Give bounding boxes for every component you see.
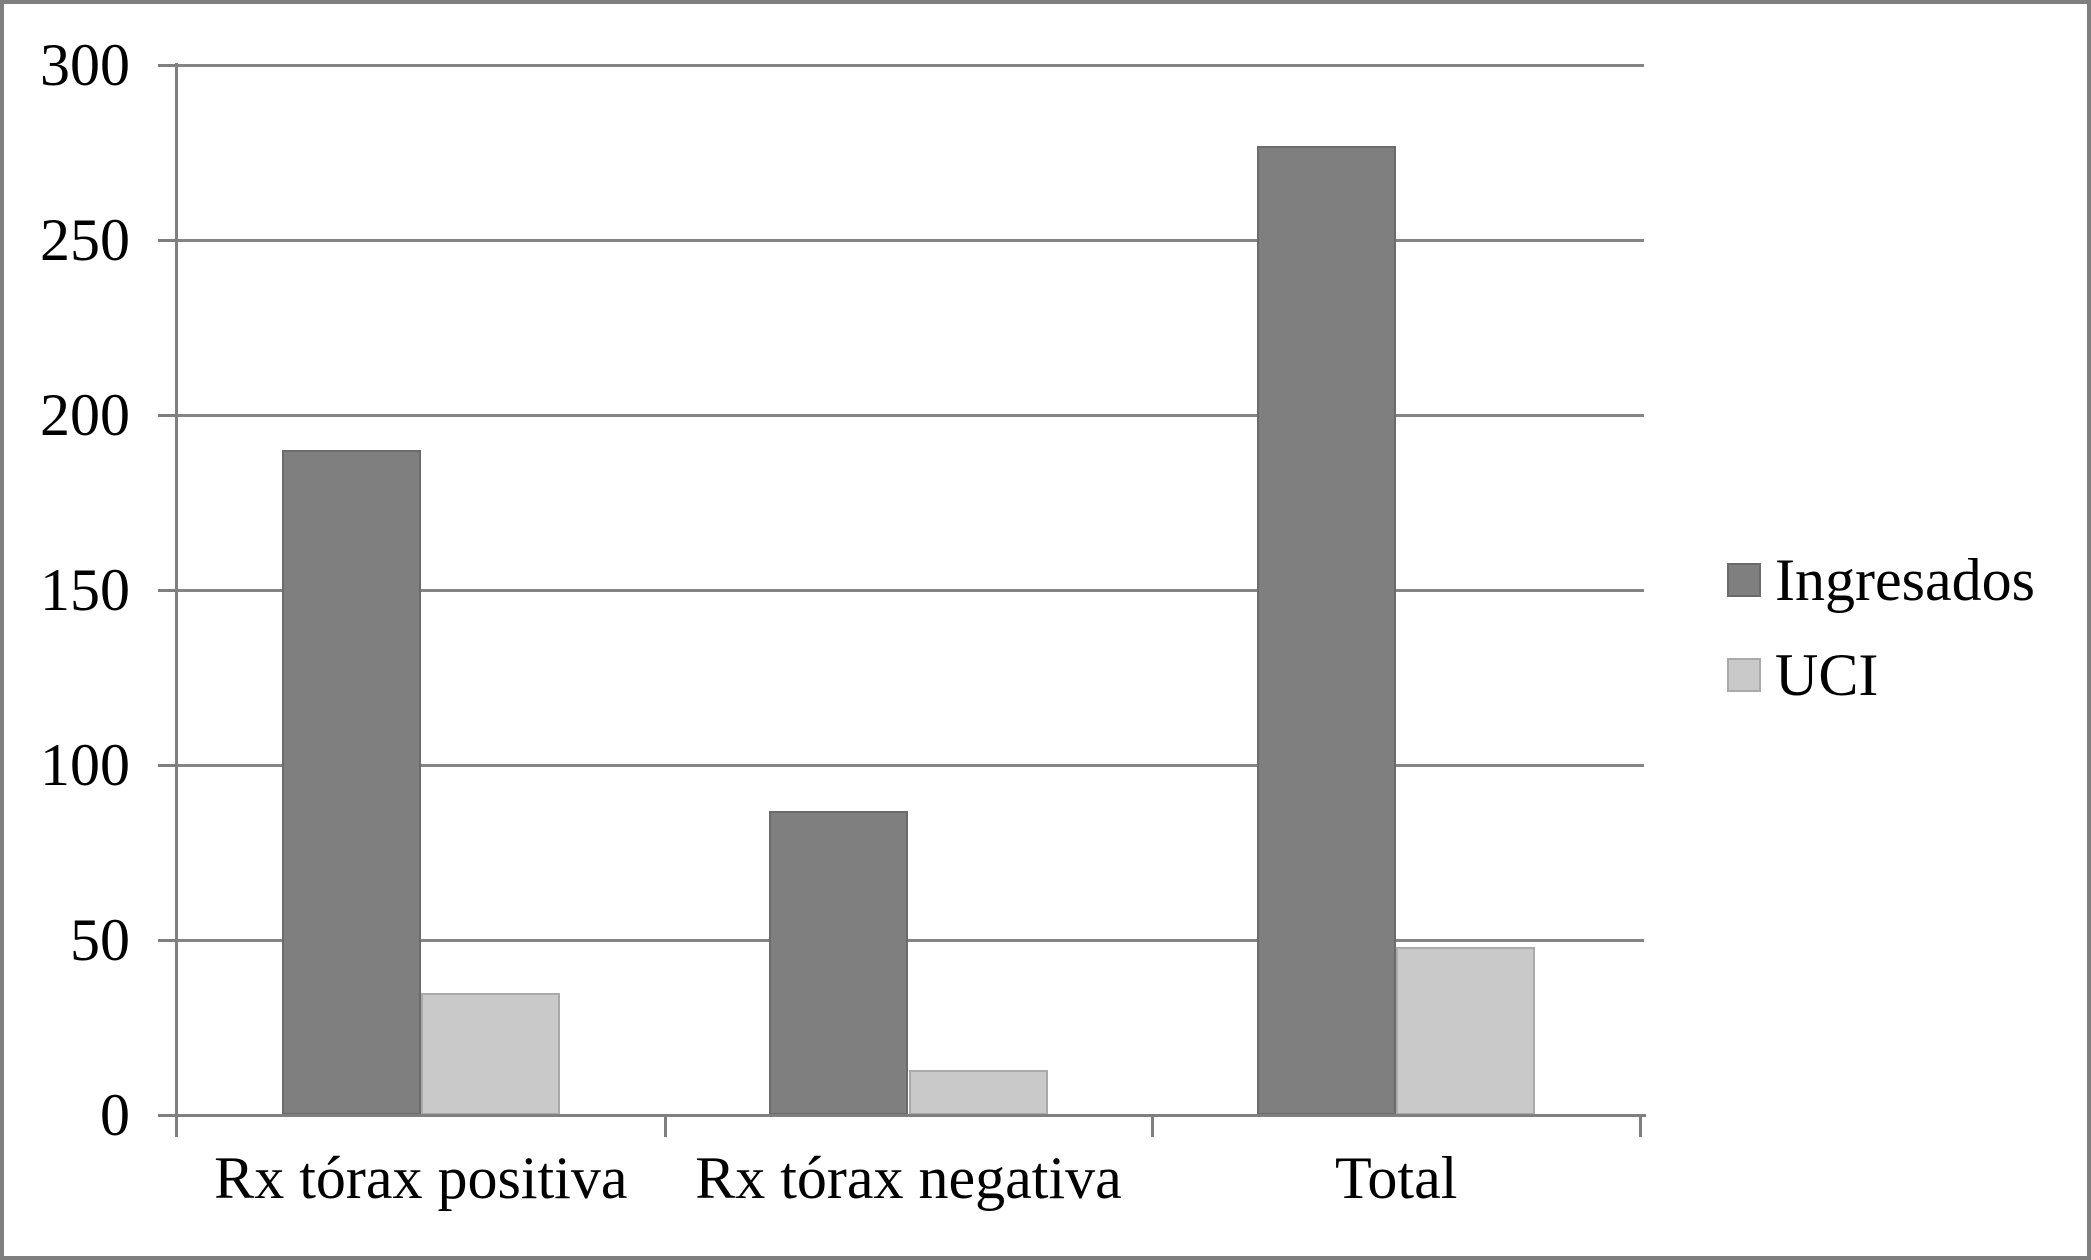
x-tick-2 (1151, 1115, 1155, 1137)
x-tick-label: Total (1334, 1145, 1458, 1211)
y-tick-label: 100 (40, 732, 130, 798)
x-tick-label: Rx tórax negativa (695, 1145, 1122, 1211)
legend-swatch-uci (1727, 658, 1761, 692)
y-tick-100 (158, 764, 177, 767)
bar-uci-0 (420, 992, 561, 1115)
y-tick-label: 50 (70, 907, 130, 973)
bar-uci-2 (1396, 947, 1536, 1115)
legend-swatch-ingresados (1727, 563, 1761, 597)
y-tick-200 (158, 414, 177, 417)
x-tick-3 (1639, 1115, 1642, 1137)
y-tick-0 (158, 1114, 177, 1117)
legend-item-uci: UCI (1727, 640, 1878, 710)
gridline-150 (177, 589, 1644, 592)
y-tick-label: 150 (40, 557, 130, 623)
y-axis-line (175, 63, 178, 1137)
y-tick-250 (158, 239, 177, 242)
legend-item-ingresados: Ingresados (1727, 545, 2035, 615)
y-tick-150 (158, 589, 177, 592)
legend-label: Ingresados (1775, 547, 2035, 613)
gridline-250 (177, 239, 1644, 242)
legend-label: UCI (1775, 642, 1879, 708)
x-axis-line (177, 1114, 1646, 1117)
gridline-300 (177, 64, 1644, 67)
x-tick-label: Rx tórax positiva (214, 1145, 628, 1211)
bar-ingresados-0 (281, 450, 421, 1115)
gridline-200 (177, 414, 1644, 417)
y-tick-label: 0 (100, 1082, 130, 1148)
x-tick-1 (663, 1115, 667, 1137)
y-tick-label: 300 (40, 32, 130, 98)
y-tick-300 (158, 64, 177, 67)
gridline-50 (177, 939, 1644, 942)
y-tick-50 (158, 939, 177, 942)
bar-ingresados-2 (1256, 145, 1397, 1115)
bar-ingresados-1 (769, 810, 909, 1115)
y-tick-label: 200 (40, 382, 130, 448)
gridline-100 (177, 764, 1644, 767)
bar-uci-1 (908, 1069, 1048, 1115)
y-tick-label: 250 (40, 207, 130, 273)
